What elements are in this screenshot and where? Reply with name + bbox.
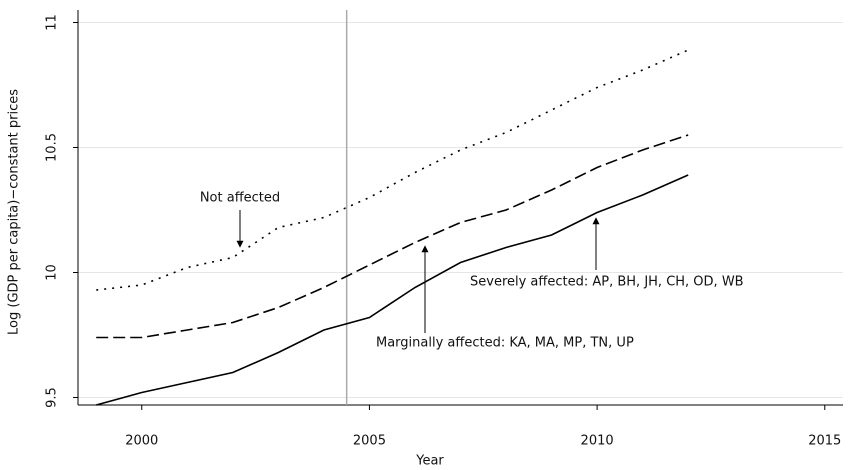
x-axis-title: Year	[415, 454, 444, 469]
series-line	[96, 49, 689, 291]
x-tick-label: 2015	[808, 434, 841, 449]
y-tick-label: 10	[45, 264, 60, 281]
x-tick-label: 2005	[353, 434, 386, 449]
y-tick-label: 10.5	[45, 133, 60, 162]
x-tick-label: 2000	[125, 434, 158, 449]
y-tick-label: 11	[45, 14, 60, 31]
annotation: Not affected	[200, 191, 280, 206]
series-line	[96, 134, 689, 339]
y-axis-title: Log (GDP per capita)−constant prices	[7, 89, 22, 335]
x-tick-label: 2010	[581, 434, 614, 449]
series-line	[96, 174, 689, 406]
annotation: Marginally affected: KA, MA, MP, TN, UP	[376, 336, 634, 351]
y-tick-label: 9.5	[45, 387, 60, 408]
annotation: Severely affected: AP, BH, JH, CH, OD, W…	[470, 275, 744, 290]
